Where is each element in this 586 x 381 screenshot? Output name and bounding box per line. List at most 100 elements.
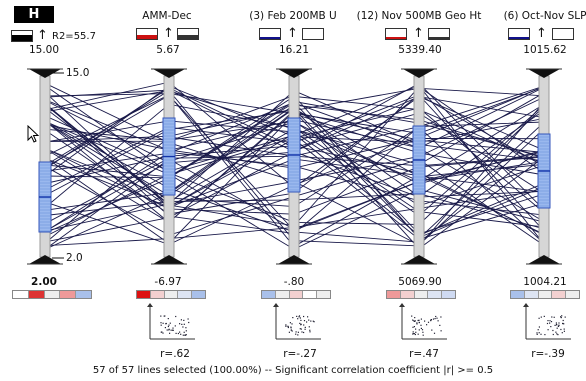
color-scale-strip[interactable] <box>510 290 580 299</box>
scatter-point <box>160 315 162 317</box>
scatter-point <box>184 334 186 336</box>
correlation-value: r=-.39 <box>531 348 565 360</box>
scatter-point <box>304 328 306 330</box>
scatter-point <box>180 333 182 335</box>
scatter-point <box>416 323 418 325</box>
scatter-point <box>300 319 302 321</box>
sort-arrow-icon[interactable]: ↑ <box>536 26 547 41</box>
scatter-point <box>556 333 558 335</box>
scatter-point <box>417 319 419 322</box>
axis-top-value: 15.00 <box>28 44 60 56</box>
sort-arrow-icon[interactable]: ↑ <box>287 26 298 41</box>
sort-arrow-icon[interactable]: ↑ <box>37 28 48 43</box>
scatter-point <box>297 331 299 333</box>
scatter-point <box>552 333 554 336</box>
scatter-point <box>556 327 558 329</box>
scatter-point <box>179 323 181 325</box>
swatch-amm-right[interactable] <box>177 28 199 40</box>
scatter-point <box>555 322 557 324</box>
scatter-point <box>420 324 422 326</box>
scatter-point <box>169 322 171 324</box>
swatch-feb-right[interactable] <box>302 28 324 40</box>
scatter-point <box>536 333 538 335</box>
scatter-point <box>434 318 436 320</box>
scatter-point <box>295 331 297 333</box>
scatter-point <box>309 329 311 331</box>
scatter-point <box>426 324 428 326</box>
swatch-amm[interactable] <box>136 28 158 40</box>
scatter-point <box>185 334 187 336</box>
tick-label-bottom: 2.0 <box>66 252 83 264</box>
scatter-point <box>549 320 551 322</box>
scatter-point <box>538 332 540 334</box>
scatter-point <box>549 322 551 324</box>
scatter-point <box>313 321 315 323</box>
swatch-nov-right[interactable] <box>428 28 450 40</box>
color-scale-strip[interactable] <box>12 290 92 299</box>
axis-bottom-handle <box>29 255 61 264</box>
tick-label-top: 15.0 <box>66 67 90 79</box>
scatter-point <box>297 334 299 336</box>
scatter-point <box>170 329 172 331</box>
color-scale-strip[interactable] <box>261 290 331 299</box>
scatter-point <box>290 326 292 328</box>
scatter-point <box>166 329 168 331</box>
scatter-point <box>418 321 420 324</box>
scatter-point <box>435 315 437 318</box>
scatter-point <box>285 324 287 326</box>
scatter-point <box>560 317 562 319</box>
scatter-point <box>558 325 560 327</box>
scatter-point <box>299 317 301 319</box>
scatter-point <box>553 316 555 318</box>
correlation-scatter-slp <box>523 303 571 340</box>
scatter-point <box>183 331 185 333</box>
scatter-point <box>292 317 294 319</box>
axis-title-amm: AMM-Dec <box>142 10 192 22</box>
scatter-point <box>307 316 309 318</box>
scatter-point <box>164 327 166 329</box>
swatch-feb[interactable] <box>259 28 281 40</box>
sort-arrow-icon[interactable]: ↑ <box>413 26 424 41</box>
swatch-slp-right[interactable] <box>552 28 574 40</box>
swatch-h[interactable] <box>11 30 33 42</box>
scatter-point <box>557 325 559 327</box>
scatter-point <box>290 327 292 329</box>
scatter-point <box>420 318 422 320</box>
scatter-point <box>547 329 549 331</box>
scatter-point <box>183 319 185 321</box>
axis-bottom-value: 1004.21 <box>523 276 567 288</box>
scatter-point <box>413 320 416 322</box>
scatter-point <box>440 316 442 318</box>
scatter-point <box>412 326 414 328</box>
scatter-point <box>538 326 540 328</box>
correlation-value: r=-.27 <box>283 348 317 360</box>
scatter-point <box>168 328 170 330</box>
axis-bottom-handle <box>278 255 310 264</box>
swatch-slp[interactable] <box>508 28 530 40</box>
scatter-point <box>415 331 417 333</box>
scatter-point <box>304 326 306 328</box>
sort-arrow-icon[interactable]: ↑ <box>163 26 174 41</box>
scatter-point <box>436 317 438 319</box>
scatter-point <box>418 319 420 321</box>
color-scale-strip[interactable] <box>136 290 206 299</box>
scatter-point <box>172 327 174 329</box>
color-scale-strip[interactable] <box>386 290 456 299</box>
scatter-point <box>169 332 171 334</box>
swatch-nov[interactable] <box>385 28 407 40</box>
scatter-point <box>413 326 415 328</box>
scatter-point <box>563 323 565 325</box>
scatter-point <box>185 327 187 329</box>
axis-bottom-handle <box>403 255 435 264</box>
scatter-point <box>180 319 182 321</box>
scatter-point <box>291 323 293 325</box>
scatter-point <box>308 326 310 328</box>
scatter-point <box>540 333 542 335</box>
scatter-point <box>540 316 542 318</box>
mouse-pointer-icon <box>27 125 40 143</box>
scatter-point <box>414 333 416 336</box>
scatter-point <box>167 318 169 320</box>
scatter-point <box>172 329 174 331</box>
correlation-value: r=.62 <box>160 348 190 360</box>
correlation-scatter-amm <box>147 303 195 340</box>
